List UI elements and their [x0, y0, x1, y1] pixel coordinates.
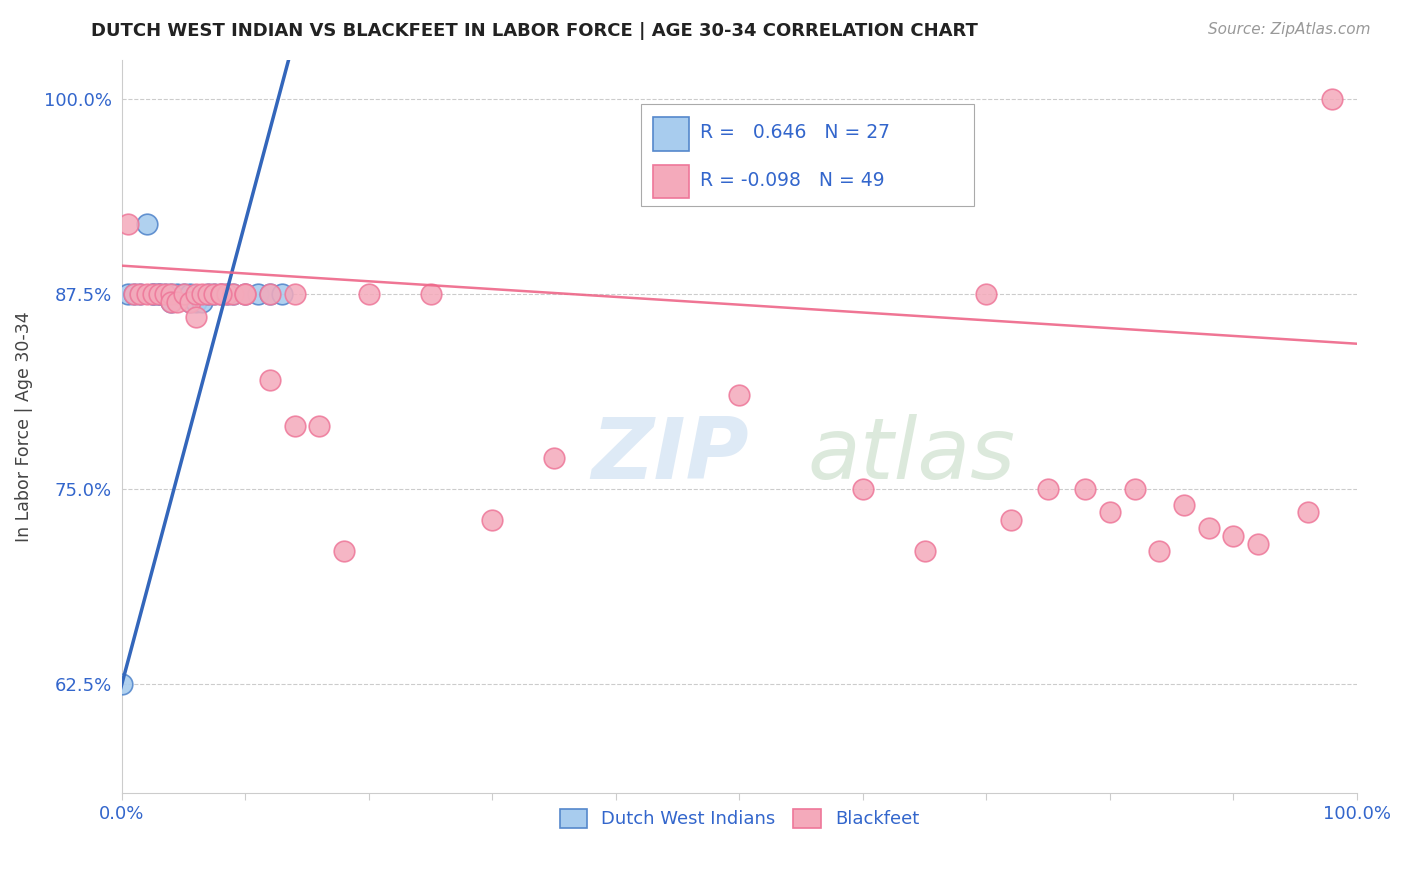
Point — [197, 286, 219, 301]
Text: R = -0.098   N = 49: R = -0.098 N = 49 — [700, 170, 884, 190]
Point — [142, 286, 165, 301]
Point — [117, 286, 139, 301]
Point — [728, 388, 751, 402]
Point — [135, 217, 157, 231]
Legend: Dutch West Indians, Blackfeet: Dutch West Indians, Blackfeet — [553, 802, 927, 836]
Point — [1038, 482, 1060, 496]
Point — [333, 544, 356, 558]
Point — [419, 286, 441, 301]
Text: DUTCH WEST INDIAN VS BLACKFEET IN LABOR FORCE | AGE 30-34 CORRELATION CHART: DUTCH WEST INDIAN VS BLACKFEET IN LABOR … — [91, 22, 979, 40]
Point — [215, 286, 238, 301]
Point — [1074, 482, 1097, 496]
Point — [153, 286, 176, 301]
Point — [153, 286, 176, 301]
Point — [197, 286, 219, 301]
Point — [209, 286, 232, 301]
Point — [173, 286, 195, 301]
Y-axis label: In Labor Force | Age 30-34: In Labor Force | Age 30-34 — [15, 311, 32, 541]
Point — [209, 286, 232, 301]
Point — [184, 286, 207, 301]
Point — [160, 286, 183, 301]
Point — [117, 217, 139, 231]
Text: R =   0.646   N = 27: R = 0.646 N = 27 — [700, 123, 890, 143]
Point — [166, 294, 188, 309]
Point — [129, 286, 152, 301]
Point — [1123, 482, 1146, 496]
Point — [235, 286, 257, 301]
Point — [235, 286, 257, 301]
Point — [122, 286, 145, 301]
Point — [852, 482, 875, 496]
Point — [1247, 536, 1270, 550]
Point — [1198, 521, 1220, 535]
Point — [1222, 529, 1244, 543]
Point — [160, 294, 183, 309]
Point — [184, 294, 207, 309]
Point — [173, 286, 195, 301]
Point — [284, 419, 307, 434]
Point — [1173, 498, 1195, 512]
Point — [976, 286, 998, 301]
Text: atlas: atlas — [807, 414, 1015, 498]
Point — [148, 286, 170, 301]
Point — [1296, 505, 1319, 519]
Point — [148, 286, 170, 301]
Point — [160, 286, 183, 301]
FancyBboxPatch shape — [641, 103, 974, 206]
Point — [271, 286, 294, 301]
Point — [215, 286, 238, 301]
FancyBboxPatch shape — [652, 165, 689, 198]
Point — [122, 286, 145, 301]
Point — [179, 294, 201, 309]
Point — [142, 286, 165, 301]
Point — [308, 419, 330, 434]
Point — [543, 450, 565, 465]
Point — [184, 310, 207, 325]
FancyBboxPatch shape — [652, 118, 689, 151]
Point — [204, 286, 226, 301]
Point — [914, 544, 936, 558]
Text: Source: ZipAtlas.com: Source: ZipAtlas.com — [1208, 22, 1371, 37]
Point — [481, 513, 503, 527]
Point — [209, 286, 232, 301]
Point — [129, 286, 152, 301]
Point — [246, 286, 269, 301]
Point — [160, 294, 183, 309]
Point — [1149, 544, 1171, 558]
Point — [142, 286, 165, 301]
Point — [135, 286, 157, 301]
Point — [191, 286, 214, 301]
Point — [204, 286, 226, 301]
Point — [1098, 505, 1121, 519]
Point — [259, 286, 281, 301]
Point — [148, 286, 170, 301]
Point — [259, 286, 281, 301]
Point — [179, 294, 201, 309]
Point — [166, 286, 188, 301]
Point — [259, 373, 281, 387]
Point — [222, 286, 245, 301]
Point — [1000, 513, 1022, 527]
Point — [235, 286, 257, 301]
Point — [111, 677, 134, 691]
Text: ZIP: ZIP — [591, 414, 749, 498]
Point — [191, 294, 214, 309]
Point — [222, 286, 245, 301]
Point — [357, 286, 380, 301]
Point — [1322, 92, 1344, 106]
Point — [179, 286, 201, 301]
Point — [284, 286, 307, 301]
